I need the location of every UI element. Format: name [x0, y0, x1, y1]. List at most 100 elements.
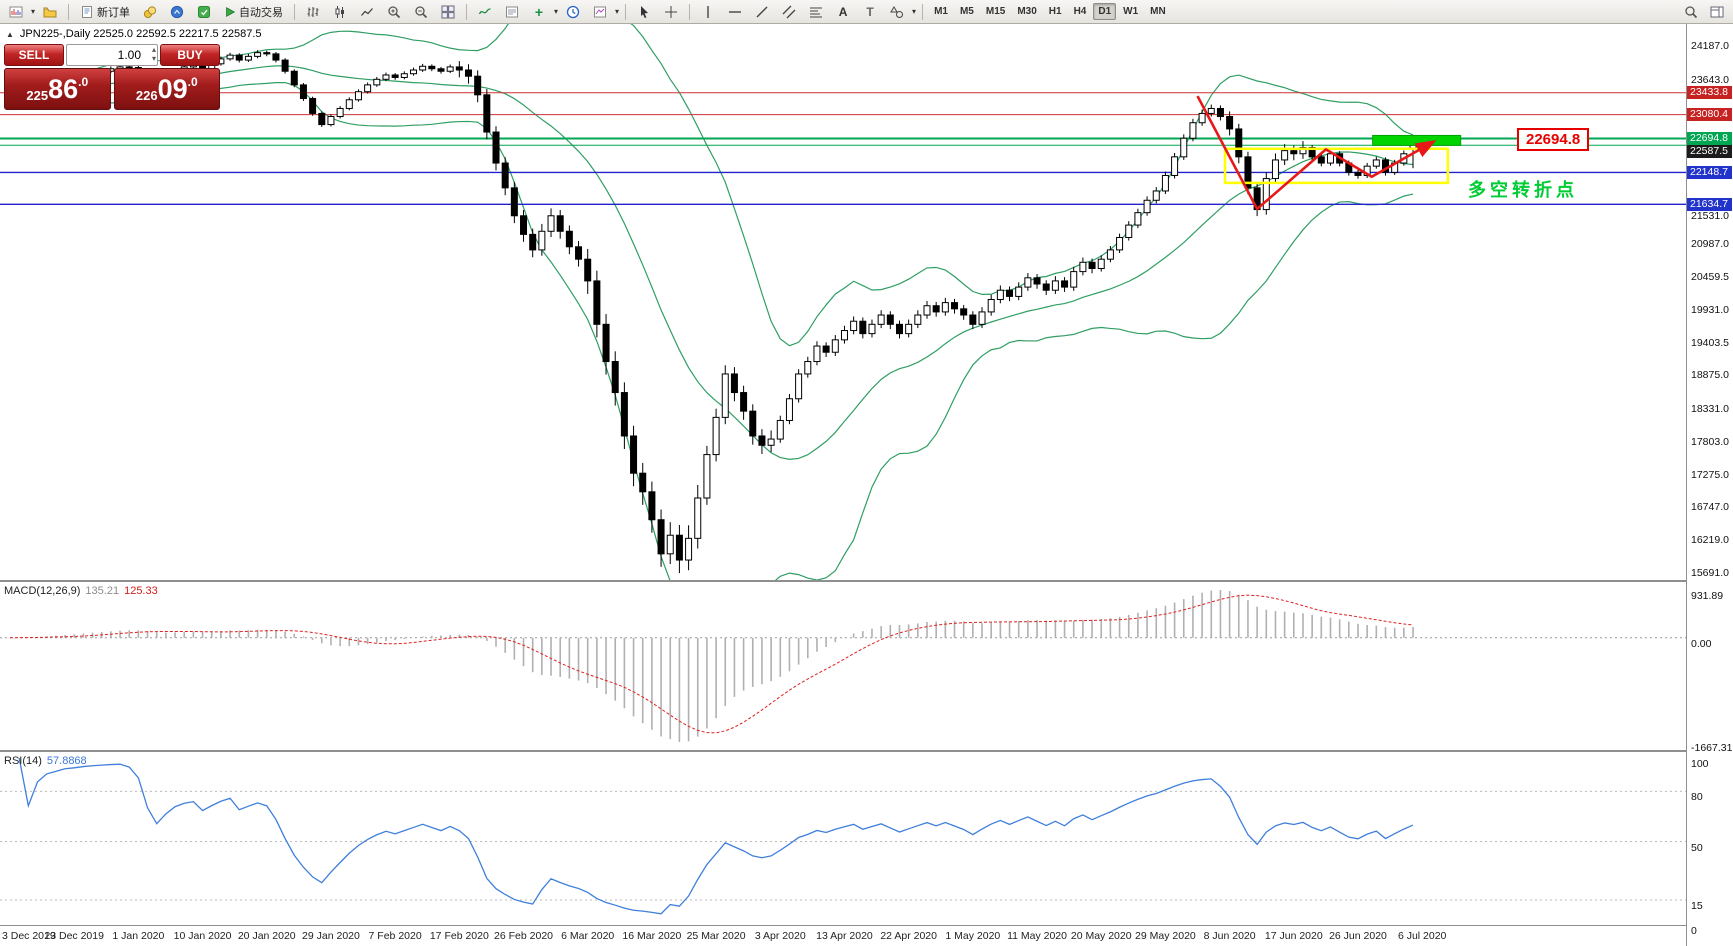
volume-up-icon[interactable]: ▴	[151, 45, 156, 54]
trade-panel-collapse-icon[interactable]: ▲	[6, 29, 14, 39]
price-scale-tick: 18331.0	[1691, 403, 1729, 416]
price-scale-tick: 15691.0	[1691, 567, 1729, 579]
time-axis-label: 20 Jan 2020	[237, 930, 296, 942]
period-button[interactable]	[560, 1, 586, 23]
price-scale-badge: 23433.8	[1687, 86, 1732, 100]
price-scale-tick: 19403.5	[1691, 336, 1729, 349]
volume-down-icon[interactable]: ▾	[151, 54, 156, 63]
timeframe-button-w1[interactable]: W1	[1123, 6, 1139, 17]
tile-windows-button[interactable]	[435, 1, 461, 23]
indicators-button[interactable]	[472, 1, 498, 23]
profiles-button[interactable]	[37, 1, 63, 23]
shapes-icon	[890, 5, 904, 18]
price-scale-tick: 19931.0	[1691, 303, 1729, 316]
price-scale-badge: 23080.4	[1687, 108, 1732, 122]
autotrading-button[interactable]: 自动交易	[218, 1, 289, 23]
chart-bars-button[interactable]	[300, 1, 326, 23]
price-digits: 225	[26, 88, 49, 103]
time-axis-label: 8 Jun 2020	[1203, 930, 1256, 942]
new-order-button[interactable]: 新订单	[74, 1, 136, 23]
sell-price-display[interactable]: 225 86.0	[4, 68, 111, 110]
panel-separator[interactable]	[0, 750, 1733, 752]
market-watch-icon	[170, 5, 184, 18]
fibonacci-button[interactable]	[803, 1, 829, 23]
zoom-out-button[interactable]	[408, 1, 434, 23]
rsi-label: RSI(14)	[4, 755, 42, 767]
timeframe-button-h1[interactable]: H1	[1048, 6, 1062, 17]
toolbar-separator	[625, 3, 627, 20]
channel-button[interactable]	[776, 1, 802, 23]
horizontal-line-button[interactable]	[722, 1, 748, 23]
volume-stepper[interactable]: ▴ ▾	[152, 45, 156, 63]
price-scale-tick: 16219.0	[1691, 534, 1729, 547]
candlestick-chart-icon	[335, 5, 345, 18]
panels-button[interactable]	[1704, 1, 1730, 23]
price-scale-badge: 22148.7	[1687, 165, 1732, 179]
price-scale-badge: 21634.7	[1687, 197, 1732, 211]
price-scale-tick: 17275.0	[1691, 468, 1729, 481]
market-watch-button[interactable]	[164, 1, 190, 23]
price-scale-tick: 21531.0	[1691, 210, 1729, 223]
toolbar: ▾ 新订单 自动交易 + ▾ ▾	[0, 0, 1733, 24]
turning-point-note[interactable]: 多空转折点	[1468, 180, 1578, 200]
vertical-line-button[interactable]	[695, 1, 721, 23]
objects-list-button[interactable]	[499, 1, 525, 23]
price-scale-tick: 24187.0	[1691, 40, 1729, 52]
timeframe-button-m1[interactable]: M1	[934, 6, 948, 17]
text-button[interactable]: A	[838, 4, 848, 19]
price-scale-tick: 80	[1691, 791, 1703, 804]
zoom-in-button[interactable]	[381, 1, 407, 23]
buy-price-display[interactable]: 226 09.0	[113, 68, 220, 110]
time-axis-label: 3 Apr 2020	[754, 930, 806, 942]
main-chart-canvas[interactable]	[0, 24, 1686, 580]
template-caret-icon[interactable]: ▾	[615, 7, 620, 16]
rsi-value: 57.8868	[46, 755, 87, 767]
timeframe-button-m30[interactable]: M30	[1017, 6, 1037, 17]
sell-button[interactable]: SELL	[4, 44, 64, 66]
label-button[interactable]: T	[866, 4, 874, 19]
cursor-button[interactable]	[631, 1, 657, 23]
timeframe-button-mn[interactable]: MN	[1150, 6, 1166, 17]
time-axis-label: 23 Dec 2019	[44, 930, 104, 942]
new-order-icon	[82, 5, 93, 18]
timeframe-button-d1[interactable]: D1	[1093, 3, 1117, 20]
shapes-caret-icon[interactable]: ▾	[912, 7, 917, 16]
toolbar-separator	[466, 3, 468, 20]
timeframe-button-m5[interactable]: M5	[959, 6, 974, 17]
price-scale-tick: 23643.0	[1691, 73, 1729, 86]
time-axis-label: 10 Jan 2020	[173, 930, 232, 942]
chart-candles-button[interactable]	[327, 1, 353, 23]
price-digits: 86	[48, 74, 79, 104]
history-center-button[interactable]	[137, 1, 163, 23]
add-indicator-button[interactable]: +	[534, 3, 544, 20]
price-callout-label[interactable]: 22694.8	[1517, 128, 1590, 151]
volume-input[interactable]	[66, 44, 158, 66]
macd-label-row: MACD(12,26,9) 135.21 125.33	[4, 585, 158, 597]
window-search-button[interactable]	[1678, 1, 1704, 23]
crosshair-button[interactable]	[658, 1, 684, 23]
shapes-button[interactable]	[884, 1, 910, 23]
rsi-panel-canvas[interactable]	[0, 752, 1686, 926]
buy-button[interactable]: BUY	[160, 44, 220, 66]
strategy-tester-button[interactable]	[191, 1, 217, 23]
panel-separator[interactable]	[0, 580, 1733, 582]
autotrading-label: 自动交易	[239, 6, 284, 19]
price-scale[interactable]: 24187.0 23643.0 23433.8 23080.4 22694.8 22587…	[1687, 24, 1733, 946]
new-chart-caret-icon[interactable]: ▾	[31, 7, 36, 16]
template-button[interactable]	[587, 1, 613, 23]
add-indicator-caret-icon[interactable]: ▾	[554, 7, 559, 16]
chart-line-button[interactable]	[354, 1, 380, 23]
timeframe-button-m15[interactable]: M15	[985, 6, 1006, 17]
timeframe-button-h4[interactable]: H4	[1073, 6, 1087, 17]
time-axis-label: 17 Jun 2020	[1264, 930, 1323, 942]
macd-panel-canvas[interactable]	[0, 582, 1686, 750]
time-scale[interactable]: 3 Dec 2019 23 Dec 2019 1 Jan 2020 10 Jan 20…	[0, 926, 1686, 946]
price-scale-tick: 15	[1691, 899, 1703, 912]
new-chart-button[interactable]	[3, 1, 29, 23]
price-scale-badge: 22587.5	[1687, 144, 1732, 158]
price-digits: 09	[157, 74, 188, 104]
trendline-button[interactable]	[749, 1, 775, 23]
channel-icon	[782, 5, 796, 18]
time-axis-label: 3 Dec 2019	[2, 930, 56, 942]
